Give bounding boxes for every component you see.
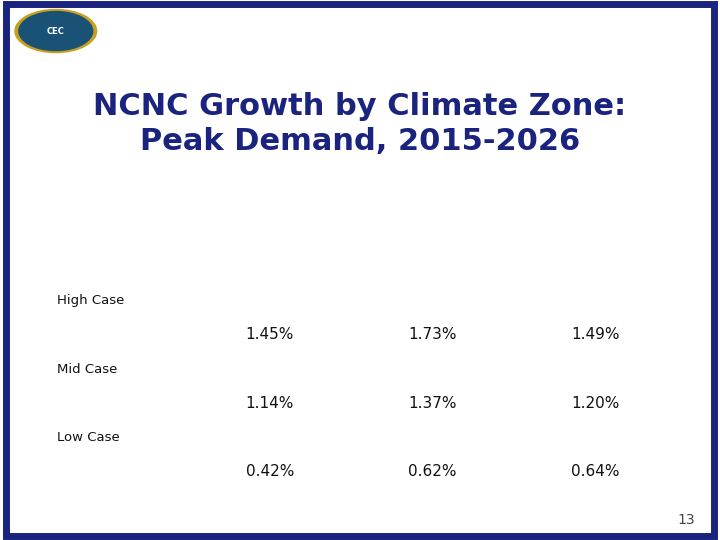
Text: Low Case: Low Case (57, 431, 120, 444)
Circle shape (15, 10, 96, 52)
Text: 1.37%: 1.37% (408, 396, 456, 411)
Text: 0.62%: 0.62% (408, 464, 456, 480)
Text: Turlock
Irrigation
District: Turlock Irrigation District (362, 217, 428, 264)
Text: CEC: CEC (47, 26, 65, 36)
Circle shape (19, 11, 93, 51)
Text: NCNC Growth by Climate Zone:
Peak Demand, 2015-2026: NCNC Growth by Climate Zone: Peak Demand… (94, 92, 626, 156)
Text: 1.20%: 1.20% (571, 396, 619, 411)
Text: 13: 13 (678, 513, 696, 526)
Text: SMUD Service
Territory: SMUD Service Territory (200, 217, 297, 247)
Text: Mid Case: Mid Case (57, 363, 117, 376)
Text: 1.73%: 1.73% (408, 327, 456, 342)
Text: BANC not
including SMUD: BANC not including SMUD (525, 217, 635, 247)
Text: 1.45%: 1.45% (246, 327, 294, 342)
Text: 1.14%: 1.14% (246, 396, 294, 411)
Text: 0.42%: 0.42% (246, 464, 294, 480)
Text: California Energy Commission: California Energy Commission (271, 22, 550, 40)
Text: Climate Zone: Climate Zone (57, 217, 149, 230)
Text: 1.49%: 1.49% (571, 327, 619, 342)
Text: High Case: High Case (57, 294, 124, 307)
Text: 0.64%: 0.64% (571, 464, 619, 480)
